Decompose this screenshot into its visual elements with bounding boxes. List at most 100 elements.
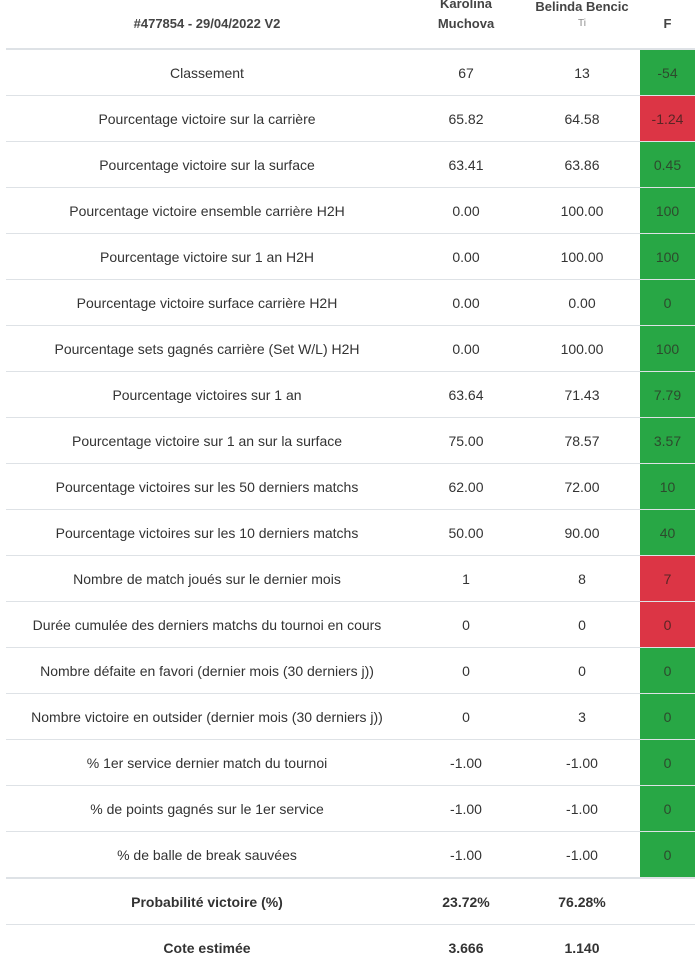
player2-name: Belinda Bencic — [524, 0, 640, 17]
player1-value: -1.00 — [408, 740, 524, 786]
row-label: Pourcentage victoires sur les 50 dernier… — [6, 464, 408, 510]
f-value: 7 — [640, 556, 695, 602]
player1-value: 0 — [408, 602, 524, 648]
table-row: % de points gagnés sur le 1er service -1.… — [6, 786, 695, 832]
row-label: Nombre défaite en favori (dernier mois (… — [6, 648, 408, 694]
player1-value: 67 — [408, 49, 524, 96]
f-header: F — [640, 0, 695, 49]
f-value: 100 — [640, 234, 695, 280]
player1-value: 0.00 — [408, 326, 524, 372]
f-value: 0.45 — [640, 142, 695, 188]
summary-row: Probabilité victoire (%)23.72%76.28% — [6, 878, 695, 925]
table-row: Pourcentage victoire surface carrière H2… — [6, 280, 695, 326]
player1-value: 0.00 — [408, 188, 524, 234]
player2-value: -1.00 — [524, 740, 640, 786]
table-row: Pourcentage sets gagnés carrière (Set W/… — [6, 326, 695, 372]
f-value: -54 — [640, 49, 695, 96]
row-label: Pourcentage victoire sur 1 an sur la sur… — [6, 418, 408, 464]
player2-value: 63.86 — [524, 142, 640, 188]
f-value: 0 — [640, 648, 695, 694]
table-row: Durée cumulée des derniers matchs du tou… — [6, 602, 695, 648]
row-label: Nombre victoire en outsider (dernier moi… — [6, 694, 408, 740]
player1-last-name: Muchova — [408, 14, 524, 34]
player2-value: 71.43 — [524, 372, 640, 418]
player2-value: 64.58 — [524, 96, 640, 142]
row-label: Pourcentage victoire sur la surface — [6, 142, 408, 188]
player2-value: 100.00 — [524, 234, 640, 280]
row-label: Pourcentage sets gagnés carrière (Set W/… — [6, 326, 408, 372]
player2-summary: 1.140 — [524, 925, 640, 970]
f-value: 0 — [640, 832, 695, 879]
player1-summary: 23.72% — [408, 878, 524, 925]
player2-value: 100.00 — [524, 326, 640, 372]
summary-label: Probabilité victoire (%) — [6, 878, 408, 925]
table-row: Nombre de match joués sur le dernier moi… — [6, 556, 695, 602]
table-row: Pourcentage victoire sur 1 an sur la sur… — [6, 418, 695, 464]
header-row: #477854 - 29/04/2022 V2 Karolina Muchova… — [6, 0, 695, 49]
row-label: Pourcentage victoires sur les 10 dernier… — [6, 510, 408, 556]
summary-empty — [640, 925, 695, 970]
player1-value: 62.00 — [408, 464, 524, 510]
table-row: Nombre défaite en favori (dernier mois (… — [6, 648, 695, 694]
table-footer: Probabilité victoire (%)23.72%76.28%Cote… — [6, 878, 695, 970]
row-label: % de points gagnés sur le 1er service — [6, 786, 408, 832]
table-row: Pourcentage victoire ensemble carrière H… — [6, 188, 695, 234]
row-label: Pourcentage victoire ensemble carrière H… — [6, 188, 408, 234]
player2-value: -1.00 — [524, 832, 640, 879]
f-value: 100 — [640, 326, 695, 372]
player2-value: -1.00 — [524, 786, 640, 832]
row-label: Pourcentage victoire sur la carrière — [6, 96, 408, 142]
player2-value: 78.57 — [524, 418, 640, 464]
player1-summary: 3.666 — [408, 925, 524, 970]
player1-value: 75.00 — [408, 418, 524, 464]
player1-value: -1.00 — [408, 832, 524, 879]
table-row: % 1er service dernier match du tournoi-1… — [6, 740, 695, 786]
stats-comparison-table: #477854 - 29/04/2022 V2 Karolina Muchova… — [6, 0, 695, 970]
f-value: 7.79 — [640, 372, 695, 418]
player2-value: 72.00 — [524, 464, 640, 510]
player1-value: 0.00 — [408, 280, 524, 326]
row-label: Classement — [6, 49, 408, 96]
f-value: 100 — [640, 188, 695, 234]
player1-header[interactable]: Karolina Muchova — [408, 0, 524, 49]
player1-value: 0 — [408, 694, 524, 740]
f-value: 0 — [640, 280, 695, 326]
f-value: 0 — [640, 740, 695, 786]
player2-value: 100.00 — [524, 188, 640, 234]
player1-value: 63.64 — [408, 372, 524, 418]
f-value: 0 — [640, 786, 695, 832]
table-row: Nombre victoire en outsider (dernier moi… — [6, 694, 695, 740]
match-id-header: #477854 - 29/04/2022 V2 — [6, 0, 408, 49]
player1-value: 63.41 — [408, 142, 524, 188]
row-label: Durée cumulée des derniers matchs du tou… — [6, 602, 408, 648]
player1-value: 0 — [408, 648, 524, 694]
f-value: 3.57 — [640, 418, 695, 464]
row-label: Pourcentage victoire sur 1 an H2H — [6, 234, 408, 280]
player2-header[interactable]: Belinda Bencic Ti — [524, 0, 640, 49]
player1-value: 65.82 — [408, 96, 524, 142]
f-value: 10 — [640, 464, 695, 510]
summary-empty — [640, 878, 695, 925]
summary-label: Cote estimée — [6, 925, 408, 970]
player2-value: 13 — [524, 49, 640, 96]
player2-value: 8 — [524, 556, 640, 602]
table-row: Pourcentage victoires sur les 50 dernier… — [6, 464, 695, 510]
f-value: 0 — [640, 694, 695, 740]
player2-value: 0.00 — [524, 280, 640, 326]
row-label: Pourcentage victoire surface carrière H2… — [6, 280, 408, 326]
row-label: % 1er service dernier match du tournoi — [6, 740, 408, 786]
f-value: 0 — [640, 602, 695, 648]
player2-value: 90.00 — [524, 510, 640, 556]
player2-sub: Ti — [524, 17, 640, 31]
player1-value: 0.00 — [408, 234, 524, 280]
f-value: 40 — [640, 510, 695, 556]
player1-value: 1 — [408, 556, 524, 602]
row-label: Nombre de match joués sur le dernier moi… — [6, 556, 408, 602]
